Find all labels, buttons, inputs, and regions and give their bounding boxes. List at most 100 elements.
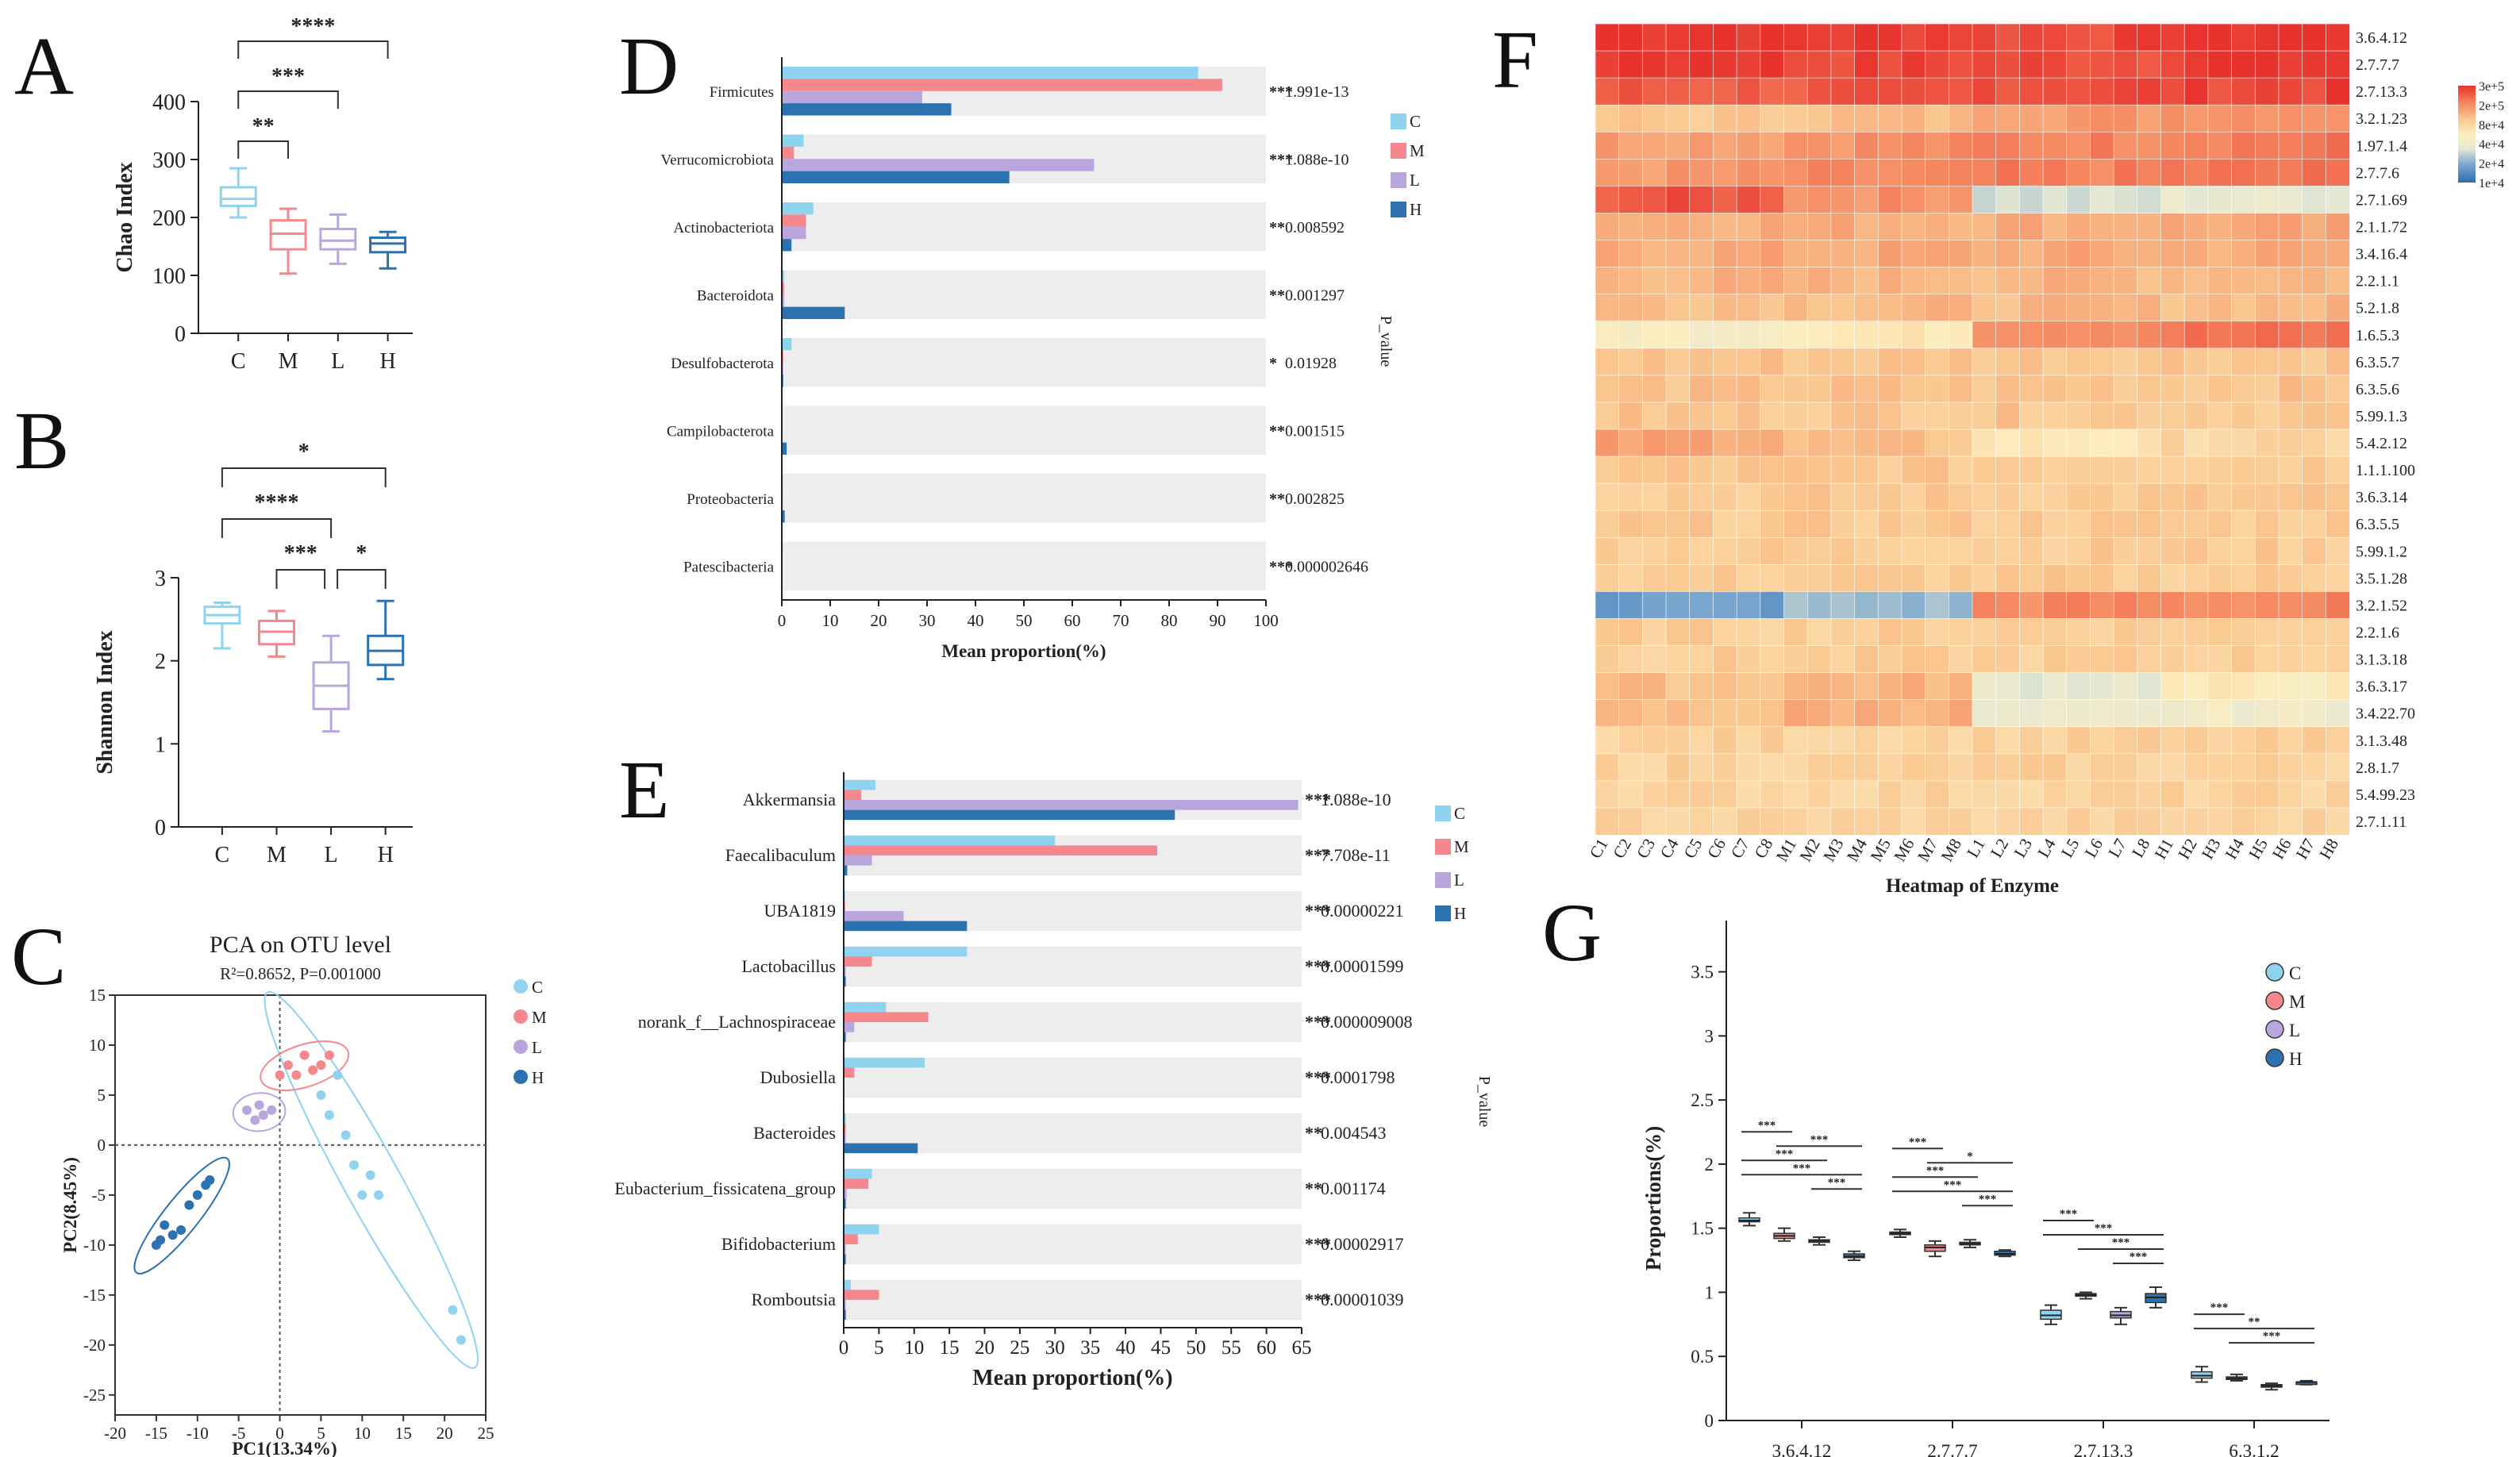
heatmap-cell xyxy=(1830,509,1856,539)
heatmap-cell xyxy=(1972,699,1997,728)
heatmap-cell xyxy=(1830,321,1856,349)
heatmap-cell xyxy=(2254,213,2280,241)
heatmap-cell xyxy=(1783,348,1808,376)
heatmap-cell xyxy=(2326,807,2350,836)
column-label: L8 xyxy=(2128,836,2153,861)
heatmap-cell xyxy=(2302,618,2327,647)
bar-norank_f__Lachnospiraceae-M xyxy=(844,1012,929,1022)
heatmap-cell xyxy=(1972,77,1997,106)
pvalue-stars: *** xyxy=(1305,845,1331,865)
heatmap-cell xyxy=(2019,240,2044,268)
heatmap-cell xyxy=(2254,321,2280,349)
box-3.6.4.12-H xyxy=(1843,1250,1865,1262)
heatmap-cell xyxy=(1854,159,1879,187)
row-label: Bifidobacterium xyxy=(721,1234,836,1254)
heatmap-cell xyxy=(1925,807,1950,836)
heatmap-cell xyxy=(1595,645,1620,674)
pvalue-stars: *** xyxy=(1269,151,1293,168)
heatmap-cell xyxy=(2019,23,2044,52)
heatmap-cell xyxy=(1830,375,1856,403)
heatmap-cell xyxy=(2160,402,2185,430)
heatmap-cell xyxy=(2113,267,2138,295)
legend-label: L xyxy=(2289,1021,2300,1040)
heatmap-cell xyxy=(1713,23,1737,52)
heatmap-cell xyxy=(2090,213,2114,241)
heatmap-cell xyxy=(1925,509,1950,539)
heatmap-cell xyxy=(2160,321,2185,349)
heatmap-cell xyxy=(2183,213,2209,241)
heatmap-cell xyxy=(2113,591,2138,620)
heatmap-cell xyxy=(1760,672,1785,701)
bar-Bifidobacterium-M xyxy=(844,1234,858,1244)
heatmap-cell xyxy=(2019,267,2044,295)
heatmap-cell xyxy=(1618,402,1644,430)
heatmap-cell xyxy=(2231,402,2256,430)
heatmap-cell xyxy=(2137,699,2162,728)
bracket-line xyxy=(337,569,387,589)
row-label: Campilobacterota xyxy=(667,423,775,440)
heatmap-cell xyxy=(2254,402,2280,430)
heatmap-cell xyxy=(2207,267,2233,295)
heatmap-cell xyxy=(2137,131,2162,160)
heatmap-cell xyxy=(1689,645,1714,674)
heatmap-cell xyxy=(2302,50,2327,79)
bar-Verrucomicrobiota-C xyxy=(782,134,804,147)
heatmap-cell xyxy=(1854,402,1879,430)
heatmap-cell xyxy=(2042,321,2068,349)
legend-label: H xyxy=(1410,200,1422,219)
heatmap-cell xyxy=(1783,429,1808,457)
row-label: Desulfobacterota xyxy=(671,356,774,372)
bar-Faecalibaculum-L xyxy=(844,855,872,866)
heatmap-cell xyxy=(1642,699,1667,728)
heatmap-cell xyxy=(1925,240,1950,268)
heatmap-cell xyxy=(1877,23,1903,52)
heatmap-cell xyxy=(2302,104,2327,133)
heatmap-cell xyxy=(1689,50,1714,79)
heatmap-cell xyxy=(2113,509,2138,539)
box-2.7.7.7-L xyxy=(1959,1239,1981,1248)
heatmap-cell xyxy=(1713,429,1737,457)
heatmap-cell xyxy=(2254,456,2280,484)
y-tick-label: 1.5 xyxy=(1691,1219,1714,1239)
heatmap-cell xyxy=(2183,753,2209,782)
row-label: 5.99.1.3 xyxy=(2356,408,2407,425)
heatmap-cell xyxy=(1689,104,1714,133)
heatmap-cell xyxy=(2207,375,2233,403)
column-label: L4 xyxy=(2033,835,2060,861)
heatmap-cell xyxy=(1854,50,1879,79)
y-axis-title: Proportions(%) xyxy=(1641,1126,1665,1271)
colorbar-tick-label: 1e+4 xyxy=(2479,177,2504,190)
heatmap-cell xyxy=(1689,726,1714,755)
heatmap-cell xyxy=(1949,753,1973,782)
heatmap-cell xyxy=(2160,159,2185,187)
heatmap-cell xyxy=(2231,482,2256,512)
x-axis-title: Mean proportion(%) xyxy=(941,641,1106,661)
legend-label: M xyxy=(1410,141,1425,160)
y-tick-label: 15 xyxy=(89,986,106,1005)
column-label: H6 xyxy=(2268,836,2295,863)
row-label: Firmicutes xyxy=(710,84,774,101)
heatmap-cell xyxy=(1830,23,1856,52)
bracket-line xyxy=(237,40,389,59)
x-tick-label: 6.3.1.2 xyxy=(2229,1441,2279,1457)
legend-swatch-C xyxy=(1391,113,1406,129)
heatmap-cell xyxy=(1949,321,1973,349)
heatmap-cell xyxy=(1665,375,1691,403)
bar-Akkermansia-L xyxy=(844,800,1298,810)
heatmap-cell xyxy=(2302,213,2327,241)
heatmap-cell xyxy=(2113,564,2138,593)
heatmap-cell xyxy=(2326,591,2350,620)
heatmap-cell xyxy=(2183,23,2209,52)
heatmap-cell xyxy=(2137,213,2162,241)
heatmap-cell xyxy=(2254,131,2280,160)
heatmap-cell xyxy=(2231,23,2256,52)
heatmap-cell xyxy=(2183,618,2209,647)
pvalue-stars: ** xyxy=(1305,1123,1322,1143)
x-tick-label: 3.6.4.12 xyxy=(1772,1441,1832,1457)
heatmap-cell xyxy=(1830,807,1856,836)
heatmap-cell xyxy=(1760,564,1785,593)
heatmap-cell xyxy=(1689,780,1714,809)
heatmap-cell xyxy=(1736,104,1761,133)
x-tick-label: 10 xyxy=(354,1424,371,1443)
